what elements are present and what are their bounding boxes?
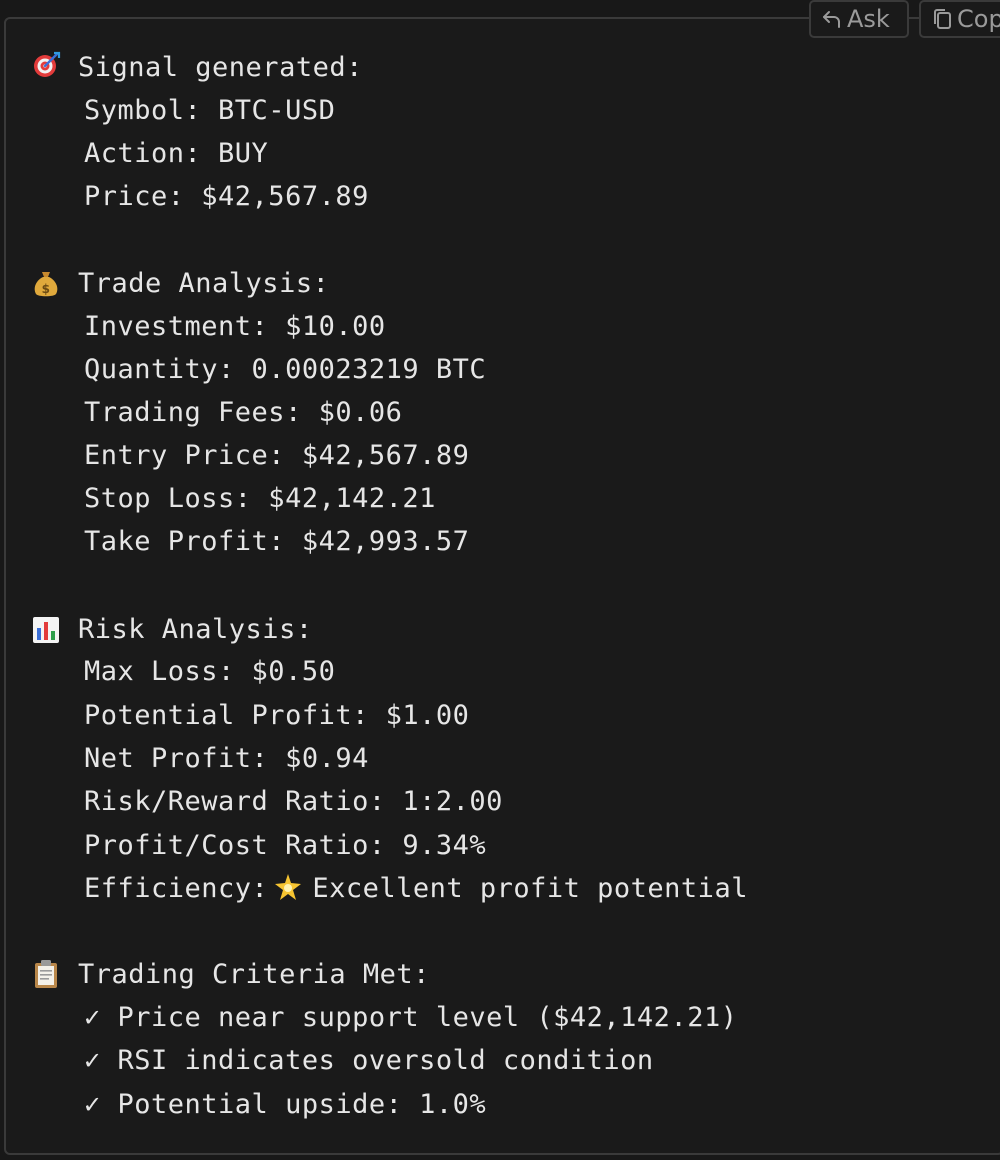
trade-take-profit: Take Profit: $42,993.57 — [84, 526, 470, 557]
copy-icon — [931, 7, 953, 31]
code-output-panel — [4, 17, 1000, 1155]
trade-investment: Investment: $10.00 — [84, 311, 386, 342]
target-icon — [30, 48, 62, 80]
ask-label: Ask — [847, 5, 890, 33]
ask-button[interactable]: Ask — [809, 0, 909, 38]
risk-max-loss: Max Loss: $0.50 — [84, 656, 336, 687]
copy-label: Cop — [957, 5, 1000, 33]
bar-chart-icon — [30, 614, 62, 646]
efficiency-label: Efficiency: — [84, 873, 269, 904]
signal-heading: Signal generated: — [78, 52, 363, 83]
signal-symbol: Symbol: BTC-USD — [84, 95, 336, 126]
efficiency-text: Excellent profit potential — [312, 873, 748, 904]
reply-arrow-icon — [821, 8, 843, 30]
criteria-support-level: ✓ Price near support level ($42,142.21) — [84, 1002, 738, 1033]
risk-net-profit: Net Profit: $0.94 — [84, 743, 369, 774]
signal-action: Action: BUY — [84, 138, 269, 169]
svg-text:$: $ — [42, 282, 51, 296]
risk-reward-ratio: Risk/Reward Ratio: 1:2.00 — [84, 786, 503, 817]
star-icon — [274, 873, 302, 913]
criteria-heading: Trading Criteria Met: — [78, 959, 430, 990]
trade-heading: Trade Analysis: — [78, 268, 330, 299]
copy-button[interactable]: Cop — [919, 0, 1000, 38]
money-bag-icon: $ — [30, 268, 62, 300]
trade-entry-price: Entry Price: $42,567.89 — [84, 440, 470, 471]
risk-potential-profit: Potential Profit: $1.00 — [84, 700, 470, 731]
trade-fees: Trading Fees: $0.06 — [84, 397, 403, 428]
signal-price: Price: $42,567.89 — [84, 181, 369, 212]
risk-efficiency: Efficiency: Excellent profit potential — [84, 869, 748, 909]
risk-profit-cost-ratio: Profit/Cost Ratio: 9.34% — [84, 830, 487, 861]
trade-quantity: Quantity: 0.00023219 BTC — [84, 354, 487, 385]
criteria-potential-upside: ✓ Potential upside: 1.0% — [84, 1089, 487, 1120]
criteria-rsi-oversold: ✓ RSI indicates oversold condition — [84, 1045, 654, 1076]
trade-stop-loss: Stop Loss: $42,142.21 — [84, 483, 436, 514]
clipboard-icon — [30, 958, 62, 990]
output-toolbar: Ask Cop — [809, 0, 1000, 40]
risk-heading: Risk Analysis: — [78, 614, 313, 645]
